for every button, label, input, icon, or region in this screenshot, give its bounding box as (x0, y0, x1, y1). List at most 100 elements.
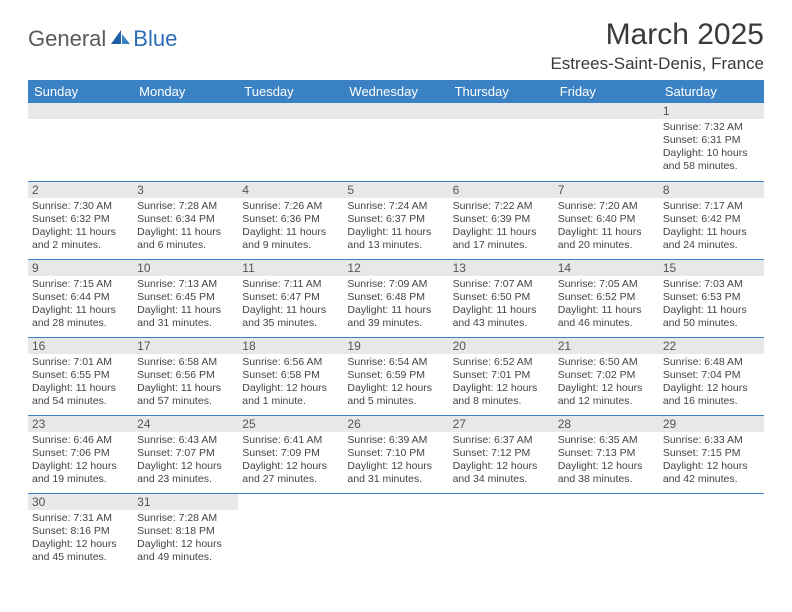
day-number: 2 (28, 182, 133, 198)
daylight-text: Daylight: 11 hours and 31 minutes. (137, 304, 234, 330)
calendar-cell: 13Sunrise: 7:07 AMSunset: 6:50 PMDayligh… (449, 259, 554, 337)
day-details: Sunrise: 6:54 AMSunset: 6:59 PMDaylight:… (343, 354, 448, 412)
daylight-text: Daylight: 12 hours and 1 minute. (242, 382, 339, 408)
calendar-cell: 17Sunrise: 6:58 AMSunset: 6:56 PMDayligh… (133, 337, 238, 415)
weekday-header: Wednesday (343, 80, 448, 103)
calendar-cell (343, 493, 448, 571)
day-details: Sunrise: 6:50 AMSunset: 7:02 PMDaylight:… (554, 354, 659, 412)
month-title: March 2025 (550, 18, 764, 52)
daylight-text: Daylight: 11 hours and 39 minutes. (347, 304, 444, 330)
sunset-text: Sunset: 6:31 PM (663, 134, 760, 147)
sunrise-text: Sunrise: 6:48 AM (663, 356, 760, 369)
daylight-text: Daylight: 12 hours and 23 minutes. (137, 460, 234, 486)
sunrise-text: Sunrise: 6:52 AM (453, 356, 550, 369)
calendar-body: 1Sunrise: 7:32 AMSunset: 6:31 PMDaylight… (28, 103, 764, 571)
daylight-text: Daylight: 11 hours and 50 minutes. (663, 304, 760, 330)
calendar-cell: 11Sunrise: 7:11 AMSunset: 6:47 PMDayligh… (238, 259, 343, 337)
daylight-text: Daylight: 12 hours and 5 minutes. (347, 382, 444, 408)
day-details: Sunrise: 6:37 AMSunset: 7:12 PMDaylight:… (449, 432, 554, 490)
empty-day-bar (133, 103, 238, 119)
day-number: 14 (554, 260, 659, 276)
sunset-text: Sunset: 7:15 PM (663, 447, 760, 460)
day-details: Sunrise: 6:56 AMSunset: 6:58 PMDaylight:… (238, 354, 343, 412)
calendar-cell: 21Sunrise: 6:50 AMSunset: 7:02 PMDayligh… (554, 337, 659, 415)
sunset-text: Sunset: 6:37 PM (347, 213, 444, 226)
calendar-cell: 27Sunrise: 6:37 AMSunset: 7:12 PMDayligh… (449, 415, 554, 493)
header: General Blue March 2025 Estrees-Saint-De… (28, 18, 764, 74)
daylight-text: Daylight: 12 hours and 19 minutes. (32, 460, 129, 486)
calendar-cell: 23Sunrise: 6:46 AMSunset: 7:06 PMDayligh… (28, 415, 133, 493)
sunrise-text: Sunrise: 6:39 AM (347, 434, 444, 447)
location: Estrees-Saint-Denis, France (550, 54, 764, 74)
calendar-week: 9Sunrise: 7:15 AMSunset: 6:44 PMDaylight… (28, 259, 764, 337)
logo: General Blue (28, 26, 177, 52)
sunrise-text: Sunrise: 7:09 AM (347, 278, 444, 291)
day-number: 20 (449, 338, 554, 354)
logo-text-general: General (28, 26, 106, 52)
weekday-header: Monday (133, 80, 238, 103)
day-number: 19 (343, 338, 448, 354)
sunset-text: Sunset: 7:01 PM (453, 369, 550, 382)
sunset-text: Sunset: 6:50 PM (453, 291, 550, 304)
sunset-text: Sunset: 8:16 PM (32, 525, 129, 538)
sunrise-text: Sunrise: 7:07 AM (453, 278, 550, 291)
sunset-text: Sunset: 6:39 PM (453, 213, 550, 226)
day-number: 25 (238, 416, 343, 432)
calendar-cell (449, 493, 554, 571)
day-details: Sunrise: 6:41 AMSunset: 7:09 PMDaylight:… (238, 432, 343, 490)
day-details: Sunrise: 7:01 AMSunset: 6:55 PMDaylight:… (28, 354, 133, 412)
day-number: 31 (133, 494, 238, 510)
calendar-week: 2Sunrise: 7:30 AMSunset: 6:32 PMDaylight… (28, 181, 764, 259)
sunset-text: Sunset: 6:45 PM (137, 291, 234, 304)
day-details: Sunrise: 6:39 AMSunset: 7:10 PMDaylight:… (343, 432, 448, 490)
calendar-cell: 26Sunrise: 6:39 AMSunset: 7:10 PMDayligh… (343, 415, 448, 493)
title-block: March 2025 Estrees-Saint-Denis, France (550, 18, 764, 74)
day-number: 27 (449, 416, 554, 432)
day-details: Sunrise: 7:20 AMSunset: 6:40 PMDaylight:… (554, 198, 659, 256)
sunset-text: Sunset: 6:34 PM (137, 213, 234, 226)
empty-day-bar (343, 103, 448, 119)
empty-day-bar (554, 103, 659, 119)
calendar-cell: 28Sunrise: 6:35 AMSunset: 7:13 PMDayligh… (554, 415, 659, 493)
sunrise-text: Sunrise: 6:33 AM (663, 434, 760, 447)
day-details: Sunrise: 7:30 AMSunset: 6:32 PMDaylight:… (28, 198, 133, 256)
day-details: Sunrise: 7:07 AMSunset: 6:50 PMDaylight:… (449, 276, 554, 334)
daylight-text: Daylight: 11 hours and 9 minutes. (242, 226, 339, 252)
day-number: 29 (659, 416, 764, 432)
day-details: Sunrise: 7:03 AMSunset: 6:53 PMDaylight:… (659, 276, 764, 334)
sunset-text: Sunset: 6:56 PM (137, 369, 234, 382)
day-details: Sunrise: 7:22 AMSunset: 6:39 PMDaylight:… (449, 198, 554, 256)
day-details: Sunrise: 6:46 AMSunset: 7:06 PMDaylight:… (28, 432, 133, 490)
calendar-cell (238, 103, 343, 181)
calendar-cell: 22Sunrise: 6:48 AMSunset: 7:04 PMDayligh… (659, 337, 764, 415)
sunrise-text: Sunrise: 7:22 AM (453, 200, 550, 213)
daylight-text: Daylight: 11 hours and 2 minutes. (32, 226, 129, 252)
calendar-cell: 4Sunrise: 7:26 AMSunset: 6:36 PMDaylight… (238, 181, 343, 259)
calendar-cell: 15Sunrise: 7:03 AMSunset: 6:53 PMDayligh… (659, 259, 764, 337)
calendar-cell (659, 493, 764, 571)
sunrise-text: Sunrise: 7:28 AM (137, 512, 234, 525)
calendar-cell: 6Sunrise: 7:22 AMSunset: 6:39 PMDaylight… (449, 181, 554, 259)
sunrise-text: Sunrise: 7:13 AM (137, 278, 234, 291)
day-number: 17 (133, 338, 238, 354)
calendar-cell (238, 493, 343, 571)
daylight-text: Daylight: 11 hours and 54 minutes. (32, 382, 129, 408)
sunrise-text: Sunrise: 7:26 AM (242, 200, 339, 213)
sunrise-text: Sunrise: 7:17 AM (663, 200, 760, 213)
day-details: Sunrise: 6:35 AMSunset: 7:13 PMDaylight:… (554, 432, 659, 490)
day-details: Sunrise: 7:09 AMSunset: 6:48 PMDaylight:… (343, 276, 448, 334)
day-number: 10 (133, 260, 238, 276)
daylight-text: Daylight: 11 hours and 20 minutes. (558, 226, 655, 252)
calendar-cell (554, 103, 659, 181)
day-details: Sunrise: 7:11 AMSunset: 6:47 PMDaylight:… (238, 276, 343, 334)
sunset-text: Sunset: 6:40 PM (558, 213, 655, 226)
calendar-cell: 3Sunrise: 7:28 AMSunset: 6:34 PMDaylight… (133, 181, 238, 259)
sunrise-text: Sunrise: 6:43 AM (137, 434, 234, 447)
sunrise-text: Sunrise: 7:15 AM (32, 278, 129, 291)
weekday-header: Friday (554, 80, 659, 103)
day-number: 13 (449, 260, 554, 276)
day-number: 22 (659, 338, 764, 354)
daylight-text: Daylight: 11 hours and 57 minutes. (137, 382, 234, 408)
sunset-text: Sunset: 7:12 PM (453, 447, 550, 460)
day-details: Sunrise: 7:15 AMSunset: 6:44 PMDaylight:… (28, 276, 133, 334)
